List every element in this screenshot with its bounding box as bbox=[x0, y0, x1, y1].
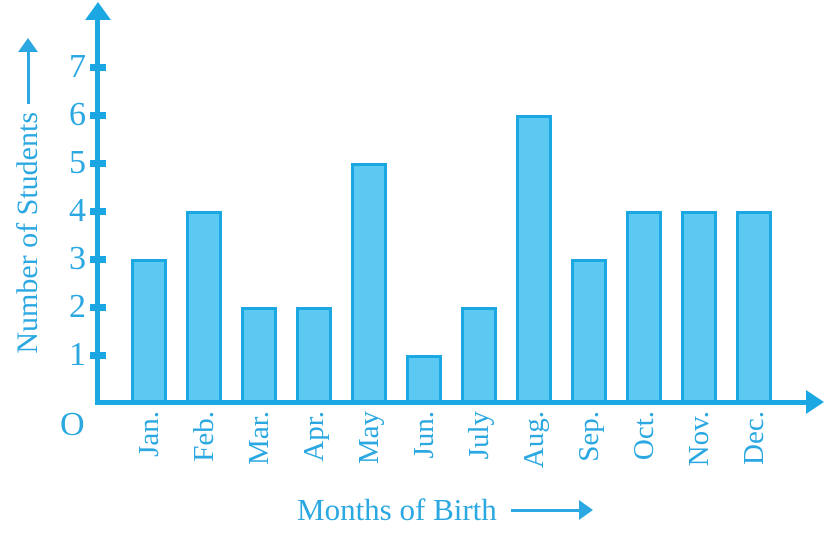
up-arrow-shaft bbox=[26, 48, 30, 104]
x-axis-arrow-icon bbox=[806, 390, 824, 414]
bar bbox=[626, 211, 662, 403]
right-arrow-shaft bbox=[510, 508, 581, 512]
bar bbox=[186, 211, 222, 403]
up-arrow-icon bbox=[18, 38, 38, 104]
x-tick-label: Dec. bbox=[737, 411, 770, 465]
bar bbox=[681, 211, 717, 403]
origin-label: O bbox=[60, 406, 85, 443]
x-axis-title: Months of Birth bbox=[297, 492, 497, 527]
bar bbox=[351, 163, 387, 403]
y-axis-tick bbox=[90, 112, 106, 119]
bar bbox=[516, 115, 552, 403]
y-axis-tick bbox=[90, 352, 106, 359]
right-arrow-head-icon bbox=[578, 500, 593, 520]
bar bbox=[131, 259, 167, 403]
y-tick-label: 2 bbox=[69, 288, 86, 325]
y-tick-label: 5 bbox=[69, 144, 86, 181]
y-tick-label: 7 bbox=[69, 48, 86, 85]
x-tick-label: Oct. bbox=[627, 411, 660, 461]
right-arrow-icon bbox=[510, 500, 593, 520]
x-tick-label: Nov. bbox=[682, 411, 715, 467]
x-axis-title-group: Months of Birth bbox=[297, 492, 593, 528]
y-tick-label: 6 bbox=[69, 96, 86, 133]
x-axis bbox=[95, 400, 810, 405]
up-arrow-head-icon bbox=[18, 38, 38, 52]
y-axis-tick bbox=[90, 208, 106, 215]
bar bbox=[296, 307, 332, 403]
x-tick-label: Feb. bbox=[187, 411, 220, 462]
y-tick-label: 3 bbox=[69, 240, 86, 277]
y-axis-arrow-icon bbox=[85, 2, 111, 20]
y-axis-title-group: Number of Students bbox=[4, 38, 52, 354]
bar bbox=[241, 307, 277, 403]
y-axis-tick bbox=[90, 160, 106, 167]
bar bbox=[736, 211, 772, 403]
x-tick-label: Mar. bbox=[242, 411, 275, 465]
x-tick-label: Jan. bbox=[132, 411, 165, 457]
bar bbox=[461, 307, 497, 403]
y-axis-tick bbox=[90, 304, 106, 311]
bar bbox=[571, 259, 607, 403]
y-axis-tick bbox=[90, 256, 106, 263]
y-tick-label: 4 bbox=[69, 192, 86, 229]
bar bbox=[406, 355, 442, 403]
y-axis-tick bbox=[90, 64, 106, 71]
y-tick-label: 1 bbox=[69, 336, 86, 373]
